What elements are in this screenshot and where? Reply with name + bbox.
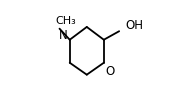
Text: OH: OH [125, 19, 143, 32]
Text: N: N [59, 29, 68, 42]
Text: CH₃: CH₃ [55, 16, 76, 26]
Text: O: O [105, 65, 114, 78]
